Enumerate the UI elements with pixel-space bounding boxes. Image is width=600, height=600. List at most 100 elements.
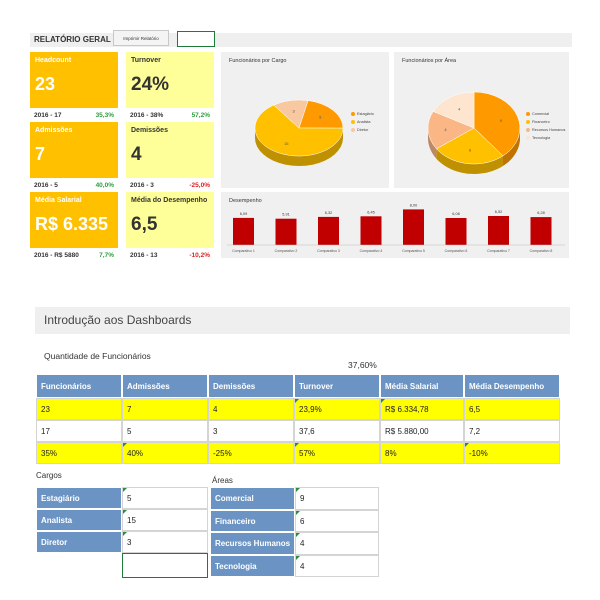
selected-cell[interactable] [122,553,208,578]
table-cell[interactable]: 5 [122,420,208,442]
section-title: Introdução aos Dashboards [44,313,192,327]
category-value-cell[interactable]: 9 [295,487,379,510]
table-header-cell[interactable]: Demissões [208,374,294,398]
kpi-footer: 2016 - 13 -10,2% [126,248,214,264]
legend-swatch [351,120,355,124]
kpi-card: Turnover 24% 2016 - 38% 57,2% [126,52,214,124]
table-header-cell[interactable]: Turnover [294,374,380,398]
table-header-cell[interactable]: Média Desempenho [464,374,560,398]
kpi-card: Média Salarial R$ 6.335 2016 - R$ 5880 7,7% [30,192,118,264]
bar-data-label: 6,28 [537,211,544,215]
bar-data-label: 6,08 [452,212,459,216]
category-label-cell[interactable]: Diretor [36,531,122,553]
table-cell[interactable]: 57% [294,442,380,464]
legend-swatch [526,136,530,140]
table-cell[interactable]: R$ 5.880,00 [380,420,464,442]
pie-slice [436,127,504,165]
table-header-cell[interactable]: Média Salarial [380,374,464,398]
category-value-cell[interactable]: 6 [295,509,379,532]
pie-data-label: 5 [319,115,322,120]
table-cell[interactable]: 35% [36,442,122,464]
bar [233,217,254,245]
legend-item: Estagiário [351,112,374,116]
kpi-previous: 2016 - 3 [130,182,154,189]
table-header-cell[interactable]: Funcionários [36,374,122,398]
table-cell[interactable]: 6,5 [464,398,560,420]
bar [488,216,509,245]
selected-cell[interactable] [177,31,215,47]
bar-category-label: Comparativo 6 [445,249,468,253]
table-cell[interactable]: 8% [380,442,464,464]
pie-data-label: 6 [469,148,472,153]
category-label-cell[interactable]: Comercial [210,487,295,510]
pie-slice [273,99,309,129]
table-cell[interactable]: 23,9% [294,398,380,420]
kpi-label: Admissões [35,127,73,134]
kpi-change: -25,0% [189,182,210,189]
section-header [35,307,570,334]
chart-desempenho-panel: Desempenho 6,09 Comparativo 1 5,91 Comparat… [221,192,569,258]
category-label-cell[interactable]: Estagiário [36,487,122,509]
legend-label: Recursos Humanos [532,128,566,132]
bar-category-label: Comparativo 8 [530,249,553,253]
pie-data-label: 9 [500,118,503,123]
bar-category-label: Comparativo 7 [487,249,510,253]
category-value-cell[interactable]: 4 [295,554,379,577]
table-cell[interactable]: 40% [122,442,208,464]
table-cell[interactable]: 3 [208,420,294,442]
category-label-cell[interactable]: Recursos Humanos [210,532,295,555]
table-header-cell[interactable]: Admissões [122,374,208,398]
table-cell[interactable]: -10% [464,442,560,464]
bar [403,209,424,245]
table-cell[interactable]: -25% [208,442,294,464]
bar-chart-desempenho: 6,09 Comparativo 1 5,91 Comparativo 2 6,32 Co… [227,203,565,253]
bar-data-label: 6,45 [367,210,374,214]
kpi-label: Média Salarial [35,197,82,204]
chart-title: Desempenho [229,198,262,204]
legend-label: Estagiário [357,112,374,116]
pie-chart-cargo: 5 15 3 [254,99,344,166]
kpi-card: Demissões 4 2016 - 3 -25,0% [126,122,214,194]
legend-swatch [526,128,530,132]
pie-slice [473,91,521,157]
pie-slice-side [255,128,343,166]
bar-data-label: 5,91 [282,213,289,217]
print-report-button[interactable]: Imprimir Relatório [113,30,169,46]
kpi-card: Headcount 23 2016 - 17 35,3% [30,52,118,124]
category-value-cell[interactable]: 5 [122,487,208,509]
kpi-previous: 2016 - 17 [34,112,62,119]
table-cell[interactable]: 7,2 [464,420,560,442]
cargos-label: Cargos [36,471,62,480]
legend-label: Comercial [532,112,550,116]
category-value-cell[interactable]: 15 [122,509,208,531]
legend-label: Financeiro [532,120,550,124]
table-cell[interactable]: 37,6 [294,420,380,442]
kpi-footer: 2016 - 5 40,0% [30,178,118,194]
table-cell[interactable]: R$ 6.334,78 [380,398,464,420]
category-label-cell[interactable]: Tecnologia [210,554,295,577]
table-cell[interactable]: 7 [122,398,208,420]
chart-title: Funcionários por Cargo [229,58,287,64]
kpi-previous: 2016 - 5 [34,182,58,189]
kpi-footer: 2016 - 17 35,3% [30,108,118,124]
category-label-cell[interactable]: Financeiro [210,509,295,532]
kpi-value: 4 [131,144,142,165]
legend-item: Recursos Humanos [526,128,565,132]
bar-category-label: Comparativo 5 [402,249,425,253]
bar-data-label: 6,09 [240,212,247,216]
kpi-value: 6,5 [131,214,158,235]
category-value-cell[interactable]: 4 [295,532,379,555]
pie-data-label: 4 [458,106,461,111]
category-label-cell[interactable]: Analista [36,509,122,531]
table-cell[interactable]: 4 [208,398,294,420]
bar-category-label: Comparativo 2 [275,249,298,253]
category-value-cell[interactable]: 3 [122,531,208,553]
report-title: RELATÓRIO GERAL RH [34,35,125,44]
pie-slice [427,111,475,150]
legend-item: Tecnologia [526,136,550,140]
bar-category-label: Comparativo 1 [232,249,255,253]
legend-swatch [526,120,530,124]
table-cell[interactable]: 23 [36,398,122,420]
table-cell[interactable]: 17 [36,420,122,442]
kpi-label: Média do Desempenho [131,197,208,204]
